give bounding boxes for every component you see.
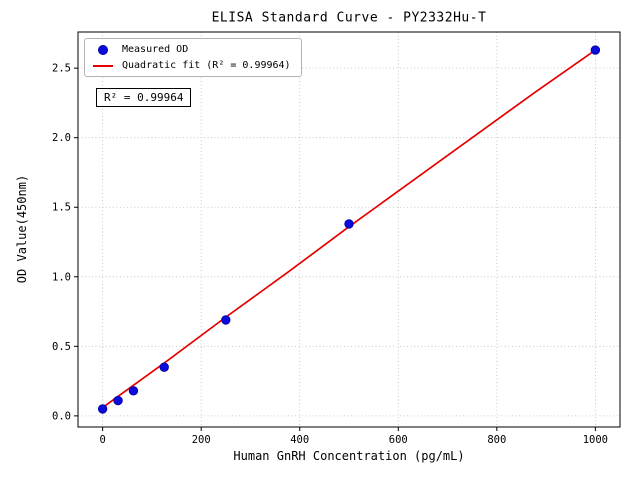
legend-item: Quadratic fit (R² = 0.99964): [93, 60, 291, 71]
legend: Measured OD Quadratic fit (R² = 0.99964): [84, 38, 302, 77]
x-tick-label: 400: [290, 434, 309, 446]
y-tick-label: 0.0: [52, 410, 71, 422]
r-squared-annotation: R² = 0.99964: [96, 88, 192, 107]
legend-label: Quadratic fit (R² = 0.99964): [122, 60, 291, 71]
legend-dot-marker: [98, 44, 108, 55]
y-tick-label: 1.0: [52, 271, 71, 283]
chart-title: ELISA Standard Curve - PY2332Hu-T: [211, 10, 487, 26]
data-point: [128, 386, 139, 396]
legend-line-marker: [93, 64, 113, 67]
y-tick-label: 2.5: [52, 63, 71, 75]
y-axis-label: OD Value(450nm): [15, 174, 29, 284]
x-axis-label: Human GnRH Concentration (pg/mL): [233, 449, 465, 463]
y-tick-label: 1.5: [52, 202, 71, 214]
x-tick-label: 1000: [583, 434, 608, 446]
x-tick-label: 200: [192, 434, 211, 446]
data-point: [113, 395, 123, 406]
legend-item: Measured OD: [93, 44, 291, 55]
y-tick-label: 0.5: [52, 341, 71, 353]
data-point: [221, 315, 231, 325]
data-point: [97, 404, 108, 414]
x-tick-label: 600: [389, 434, 408, 446]
axes-border: [77, 31, 621, 428]
data-point: [159, 362, 169, 372]
x-tick-label: 0: [99, 434, 105, 446]
data-point: [344, 219, 354, 229]
data-point: [590, 45, 601, 55]
x-tick-label: 800: [487, 434, 506, 446]
y-tick-label: 2.0: [52, 132, 71, 144]
legend-label: Measured OD: [122, 44, 189, 55]
